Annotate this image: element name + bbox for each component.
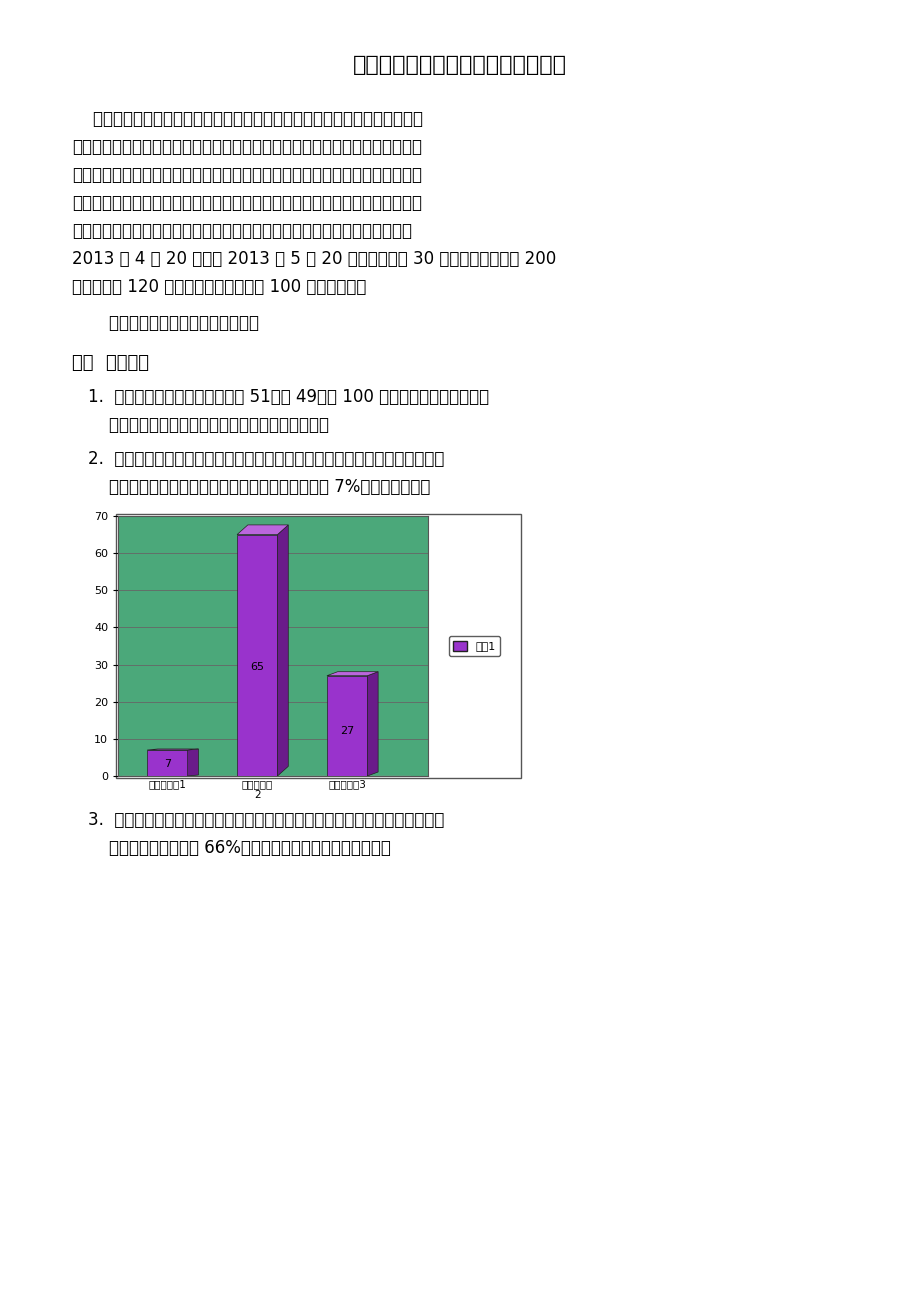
Polygon shape xyxy=(367,672,378,776)
Text: 具体占调查总人数的 66%，但也有个别情况。详情如下图：: 具体占调查总人数的 66%，但也有个别情况。详情如下图： xyxy=(88,838,391,857)
Polygon shape xyxy=(278,525,288,776)
Text: 3.  对孩子的恋爱的态度，绝大数的父母是既不反对也不支持的，思想较开明，: 3. 对孩子的恋爱的态度，绝大数的父母是既不反对也不支持的，思想较开明， xyxy=(88,811,444,829)
Text: 男多女少的现状相似，有助于调查结果的准确性。: 男多女少的现状相似，有助于调查结果的准确性。 xyxy=(88,417,329,434)
Text: 2.  在有关恋爱观的家庭教育方面，绝大多数的人未接受过恋爱观的家庭教育或: 2. 在有关恋爱观的家庭教育方面，绝大多数的人未接受过恋爱观的家庭教育或 xyxy=(88,450,444,467)
Text: 2013 年 4 月 20 日始至 2013 年 5 月 20 日止，共历时 30 天，发出邮件问卷 200: 2013 年 4 月 20 日始至 2013 年 5 月 20 日止，共历时 3… xyxy=(72,250,556,268)
Legend: 系列1: 系列1 xyxy=(448,637,500,656)
Text: 7: 7 xyxy=(164,759,171,769)
Text: 大学生恋爱问题，是当今大学校园和社会各方的热点话题，而大学生则被认: 大学生恋爱问题，是当今大学校园和社会各方的热点话题，而大学生则被认 xyxy=(72,109,423,128)
Text: 理的建议，从而帮助大学生培养正确的恋爱观，促使其身心健康成长。调查于: 理的建议，从而帮助大学生培养正确的恋爱观，促使其身心健康成长。调查于 xyxy=(72,223,412,240)
Polygon shape xyxy=(237,525,288,535)
Bar xyxy=(237,535,278,776)
Text: 接受很少的教育，其中接受过很多家庭教育的仅占 7%。详情如下图：: 接受很少的教育，其中接受过很多家庭教育的仅占 7%。详情如下图： xyxy=(88,478,430,496)
Text: 65: 65 xyxy=(250,663,264,672)
Text: 为是未来社会的中坚力量，社会各方都对他们保持了高度的关注。本次调查主要: 为是未来社会的中坚力量，社会各方都对他们保持了高度的关注。本次调查主要 xyxy=(72,138,422,156)
Text: 具体的调查结果和分析结论如下：: 具体的调查结果和分析结论如下： xyxy=(88,314,259,332)
Bar xyxy=(116,514,520,779)
Text: 份，总回收 120 份，抽取其中有效问卷 100 份进行分析。: 份，总回收 120 份，抽取其中有效问卷 100 份进行分析。 xyxy=(72,279,366,296)
Text: 一、  基本情况: 一、 基本情况 xyxy=(72,354,149,372)
Text: 等方面进行调查，分析当今大学生的恋爱观和存在的问题，并以其为依据提出合: 等方面进行调查，分析当今大学生的恋爱观和存在的问题，并以其为依据提出合 xyxy=(72,194,422,212)
Polygon shape xyxy=(187,749,199,776)
Polygon shape xyxy=(326,672,378,676)
Text: 1.  本次调查的男女比例相当：男 51，女 49，共 100 人。该比例跟现实生活中: 1. 本次调查的男女比例相当：男 51，女 49，共 100 人。该比例跟现实生… xyxy=(88,388,489,406)
Text: 27: 27 xyxy=(340,727,354,736)
Bar xyxy=(326,676,367,776)
Text: 通过对正处于恋爱中的大学生恋爱的现状、恋爱动机、选择对象标准、恋爱疑惑: 通过对正处于恋爱中的大学生恋爱的现状、恋爱动机、选择对象标准、恋爱疑惑 xyxy=(72,165,422,184)
Bar xyxy=(147,750,187,776)
Text: 黄淮学院大学生恋爱问题的调查报告: 黄淮学院大学生恋爱问题的调查报告 xyxy=(353,55,566,76)
